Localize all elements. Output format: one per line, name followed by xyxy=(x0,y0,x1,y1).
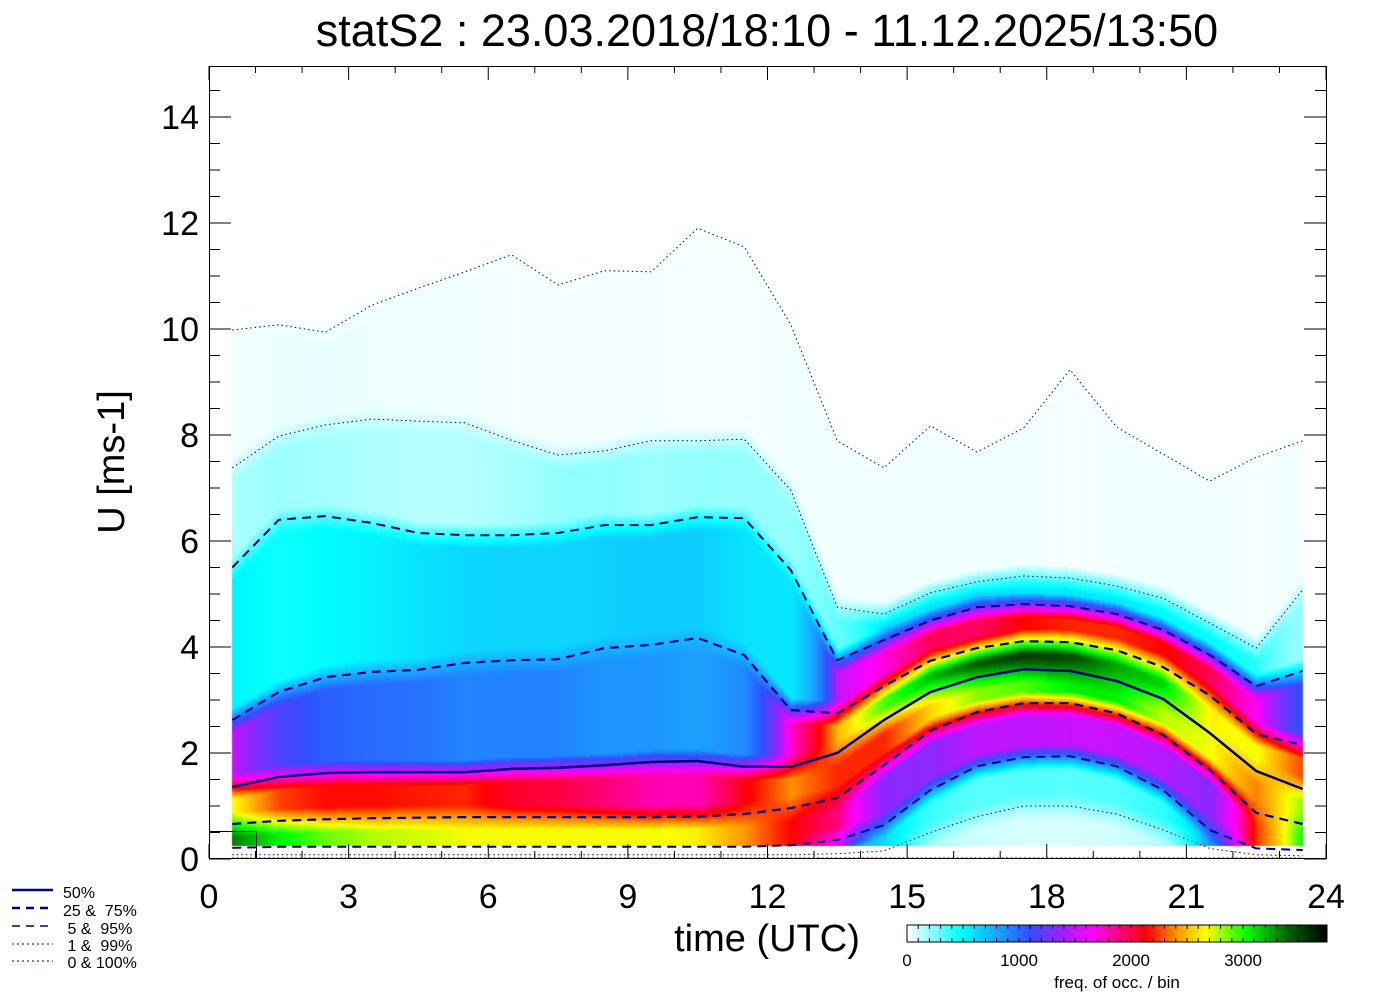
percentile-line-50pct xyxy=(232,668,1304,791)
x-tick-label: 21 xyxy=(1167,878,1205,916)
y-tick-labels: 0 2 4 6 8 10 12 14 xyxy=(161,99,199,879)
y-tick-label: 0 xyxy=(180,841,199,879)
percentile-lines xyxy=(231,227,1304,859)
x-tick-label: 6 xyxy=(479,878,498,916)
percentile-line-100pct xyxy=(232,227,1303,482)
x-axis-label: time (UTC) xyxy=(674,918,860,960)
y-tick-label: 14 xyxy=(161,99,199,137)
legend-label: 1 & 99% xyxy=(63,938,132,955)
x-tick-label: 24 xyxy=(1307,878,1345,916)
y-tick-label: 10 xyxy=(161,311,199,349)
axis-ticks xyxy=(208,66,1327,860)
y-tick-label: 4 xyxy=(180,629,199,667)
colorbar-tick-label: 2000 xyxy=(1112,951,1150,970)
x-tick-labels: 0 3 6 9 12 15 18 21 24 xyxy=(200,878,1345,916)
colorbar-gradient xyxy=(906,924,1328,943)
y-tick-label: 6 xyxy=(180,523,199,561)
y-axis-label: U [ms-1] xyxy=(91,390,133,534)
percentile-line-25pct xyxy=(232,702,1303,826)
legend-label: 50% xyxy=(63,885,95,902)
x-tick-label: 15 xyxy=(888,878,926,916)
colorbar-ticks: 0 1000 2000 3000 xyxy=(902,925,1322,970)
chart-title: statS2 : 23.03.2018/18:10 - 11.12.2025/1… xyxy=(316,5,1218,56)
legend: 50% 25 & 75% 5 & 95% 1 & 99% 0 & 100% xyxy=(12,885,137,972)
percentile-line-95pct xyxy=(231,515,1304,688)
y-tick-label: 8 xyxy=(180,417,199,455)
x-tick-label: 0 xyxy=(200,878,219,916)
legend-label: 0 & 100% xyxy=(63,955,137,972)
percentile-line-5pct xyxy=(232,755,1303,851)
colorbar: 0 1000 2000 3000 freq. of occ. / bin xyxy=(902,924,1328,992)
percentile-line-99pct xyxy=(232,418,1304,649)
y-tick-label: 2 xyxy=(180,735,199,773)
colorbar-label: freq. of occ. / bin xyxy=(1054,973,1180,992)
colorbar-tick-label: 3000 xyxy=(1224,951,1262,970)
x-tick-label: 3 xyxy=(339,878,358,916)
percentile-line-1pct xyxy=(232,805,1303,857)
colorbar-tick-label: 0 xyxy=(902,951,911,970)
plot-frame xyxy=(209,66,1327,859)
legend-label: 25 & 75% xyxy=(63,903,137,920)
legend-label: 5 & 95% xyxy=(63,921,132,938)
percentile-line-75pct xyxy=(231,636,1303,747)
x-tick-label: 9 xyxy=(618,878,637,916)
y-tick-label: 12 xyxy=(161,205,199,243)
x-tick-label: 18 xyxy=(1028,878,1066,916)
x-tick-label: 12 xyxy=(749,878,787,916)
colorbar-tick-label: 1000 xyxy=(1000,951,1038,970)
